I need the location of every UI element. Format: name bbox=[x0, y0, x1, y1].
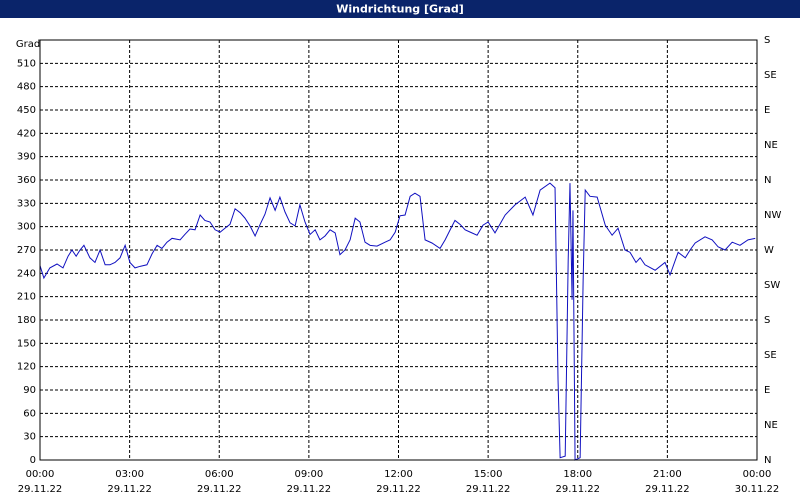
y-tick-label: 120 bbox=[17, 362, 36, 373]
title-bar bbox=[0, 0, 800, 18]
x-tick-date: 29.11.22 bbox=[555, 484, 600, 495]
y2-tick-label: SW bbox=[764, 280, 780, 291]
chart-title: Windrichtung [Grad] bbox=[336, 3, 464, 16]
x-tick-label: 09:00 bbox=[294, 469, 323, 480]
y-tick-label: 150 bbox=[17, 338, 36, 349]
x-tick-label: 00:00 bbox=[26, 469, 55, 480]
x-tick-label: 15:00 bbox=[474, 469, 503, 480]
plot-marks bbox=[39, 182, 756, 461]
plot-border bbox=[39, 39, 758, 461]
y-tick-label: 210 bbox=[17, 292, 36, 303]
x-tick-date: 29.11.22 bbox=[287, 484, 332, 495]
y2-tick-label: NE bbox=[764, 420, 778, 431]
y2-tick-label: SE bbox=[764, 70, 777, 81]
y-tick-label: 180 bbox=[17, 315, 36, 326]
axis-labels: 0 30 60 90 120 150 180 210 240 270 300 330 360 390 420… bbox=[17, 35, 782, 495]
y-tick-label: 450 bbox=[17, 105, 36, 116]
y2-tick-label: SE bbox=[764, 350, 777, 361]
x-tick-date: 29.11.22 bbox=[645, 484, 690, 495]
x-tick-date: 29.11.22 bbox=[107, 484, 152, 495]
y2-tick-label: NW bbox=[764, 210, 781, 221]
x-tick-label: 18:00 bbox=[563, 469, 592, 480]
y-tick-label: 0 bbox=[30, 455, 36, 466]
y-tick-label: 30 bbox=[23, 432, 36, 443]
x-tick-label: 21:00 bbox=[653, 469, 682, 480]
y2-tick-label: N bbox=[764, 455, 771, 466]
y2-tick-label: S bbox=[764, 315, 770, 326]
y2-tick-label: S bbox=[764, 35, 770, 46]
x-tick-date: 29.11.22 bbox=[376, 484, 421, 495]
y-tick-label: 480 bbox=[17, 82, 36, 93]
y-tick-label: 90 bbox=[23, 385, 36, 396]
data-line bbox=[39, 182, 756, 461]
x-tick-date: 29.11.22 bbox=[466, 484, 511, 495]
y2-tick-label: N bbox=[764, 175, 771, 186]
y-tick-label: 300 bbox=[17, 222, 36, 233]
y2-tick-label: E bbox=[764, 105, 770, 116]
grid bbox=[39, 40, 758, 461]
y-tick-label: 390 bbox=[17, 152, 36, 163]
y-axis-label: Grad bbox=[16, 39, 40, 50]
x-tick-label: 03:00 bbox=[115, 469, 144, 480]
y-tick-label: 510 bbox=[17, 58, 36, 69]
y2-tick-label: W bbox=[764, 245, 774, 256]
y2-tick-label: NE bbox=[764, 140, 778, 151]
x-tick-date: 30.11.22 bbox=[735, 484, 780, 495]
y-tick-label: 360 bbox=[17, 175, 36, 186]
x-tick-date: 29.11.22 bbox=[18, 484, 63, 495]
x-tick-label: 00:00 bbox=[743, 469, 772, 480]
x-tick-label: 12:00 bbox=[384, 469, 413, 480]
y-tick-label: 60 bbox=[23, 408, 36, 419]
x-tick-label: 06:00 bbox=[205, 469, 234, 480]
x-tick-date: 29.11.22 bbox=[197, 484, 242, 495]
y-tick-label: 420 bbox=[17, 128, 36, 139]
y-tick-label: 240 bbox=[17, 268, 36, 279]
y-tick-label: 270 bbox=[17, 245, 36, 256]
y-tick-label: 330 bbox=[17, 198, 36, 209]
y2-tick-label: E bbox=[764, 385, 770, 396]
